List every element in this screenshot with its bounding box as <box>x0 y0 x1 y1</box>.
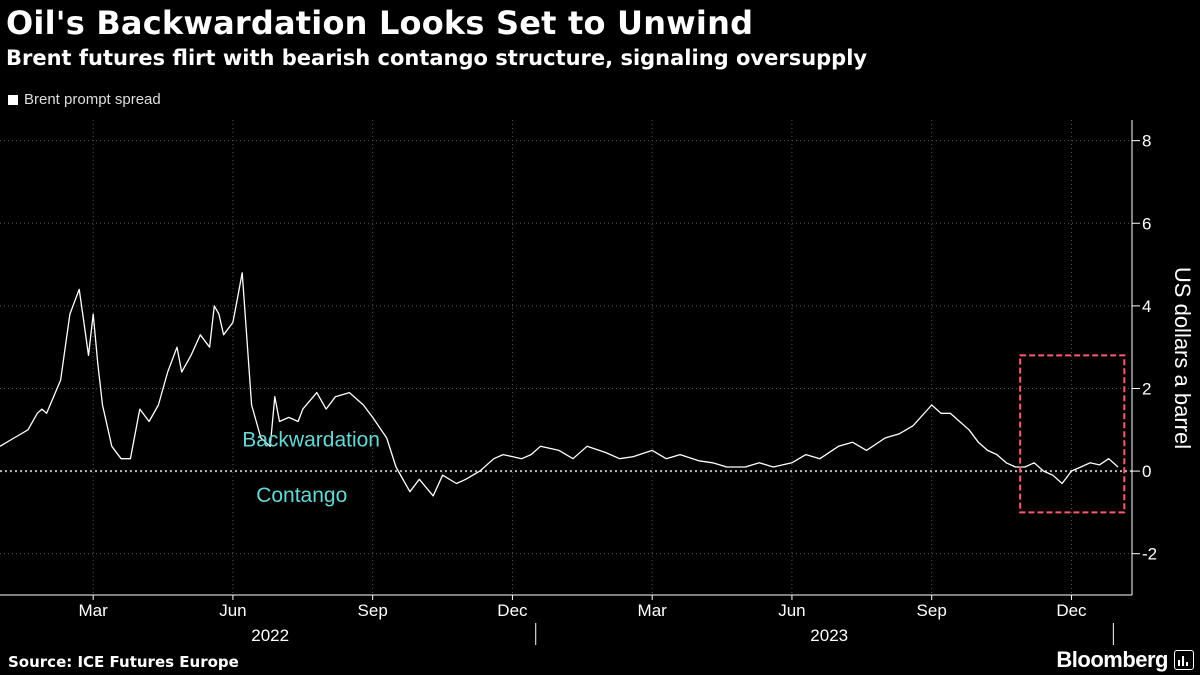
y-tick-label: -2 <box>1142 545 1157 564</box>
y-tick-label: 0 <box>1142 462 1151 481</box>
x-tick-label: Sep <box>917 601 947 620</box>
annotation-label: Contango <box>256 484 347 507</box>
y-tick-label: 8 <box>1142 132 1151 151</box>
bloomberg-logo: Bloomberg <box>1056 647 1168 672</box>
highlight-box <box>1019 354 1126 514</box>
x-tick-label: Jun <box>219 601 246 620</box>
y-tick-label: 4 <box>1142 297 1151 316</box>
y-tick-label: 2 <box>1142 379 1151 398</box>
x-tick-label: Dec <box>1056 601 1087 620</box>
y-tick-label: 6 <box>1142 214 1151 233</box>
chart-subtitle: Brent futures flirt with bearish contang… <box>6 46 868 70</box>
legend-swatch <box>8 94 18 105</box>
annotation-label: Backwardation <box>242 428 380 451</box>
chart-title: Oil's Backwardation Looks Set to Unwind <box>6 4 754 42</box>
legend-label: Brent prompt spread <box>24 91 161 108</box>
source-note: Source: ICE Futures Europe <box>8 653 239 671</box>
y-axis-title: US dollars a barrel <box>1170 267 1195 449</box>
x-tick-label: Jun <box>778 601 805 620</box>
bloomberg-chart-icon <box>1174 650 1194 670</box>
x-tick-label: Dec <box>497 601 528 620</box>
x-tick-label: Mar <box>79 601 109 620</box>
x-tick-label: Mar <box>638 601 668 620</box>
year-label: 2022 <box>251 626 289 645</box>
year-label: 2023 <box>810 626 848 645</box>
series-line-brent-prompt-spread <box>0 272 1119 497</box>
x-tick-label: Sep <box>358 601 388 620</box>
legend: Brent prompt spread <box>8 91 161 108</box>
